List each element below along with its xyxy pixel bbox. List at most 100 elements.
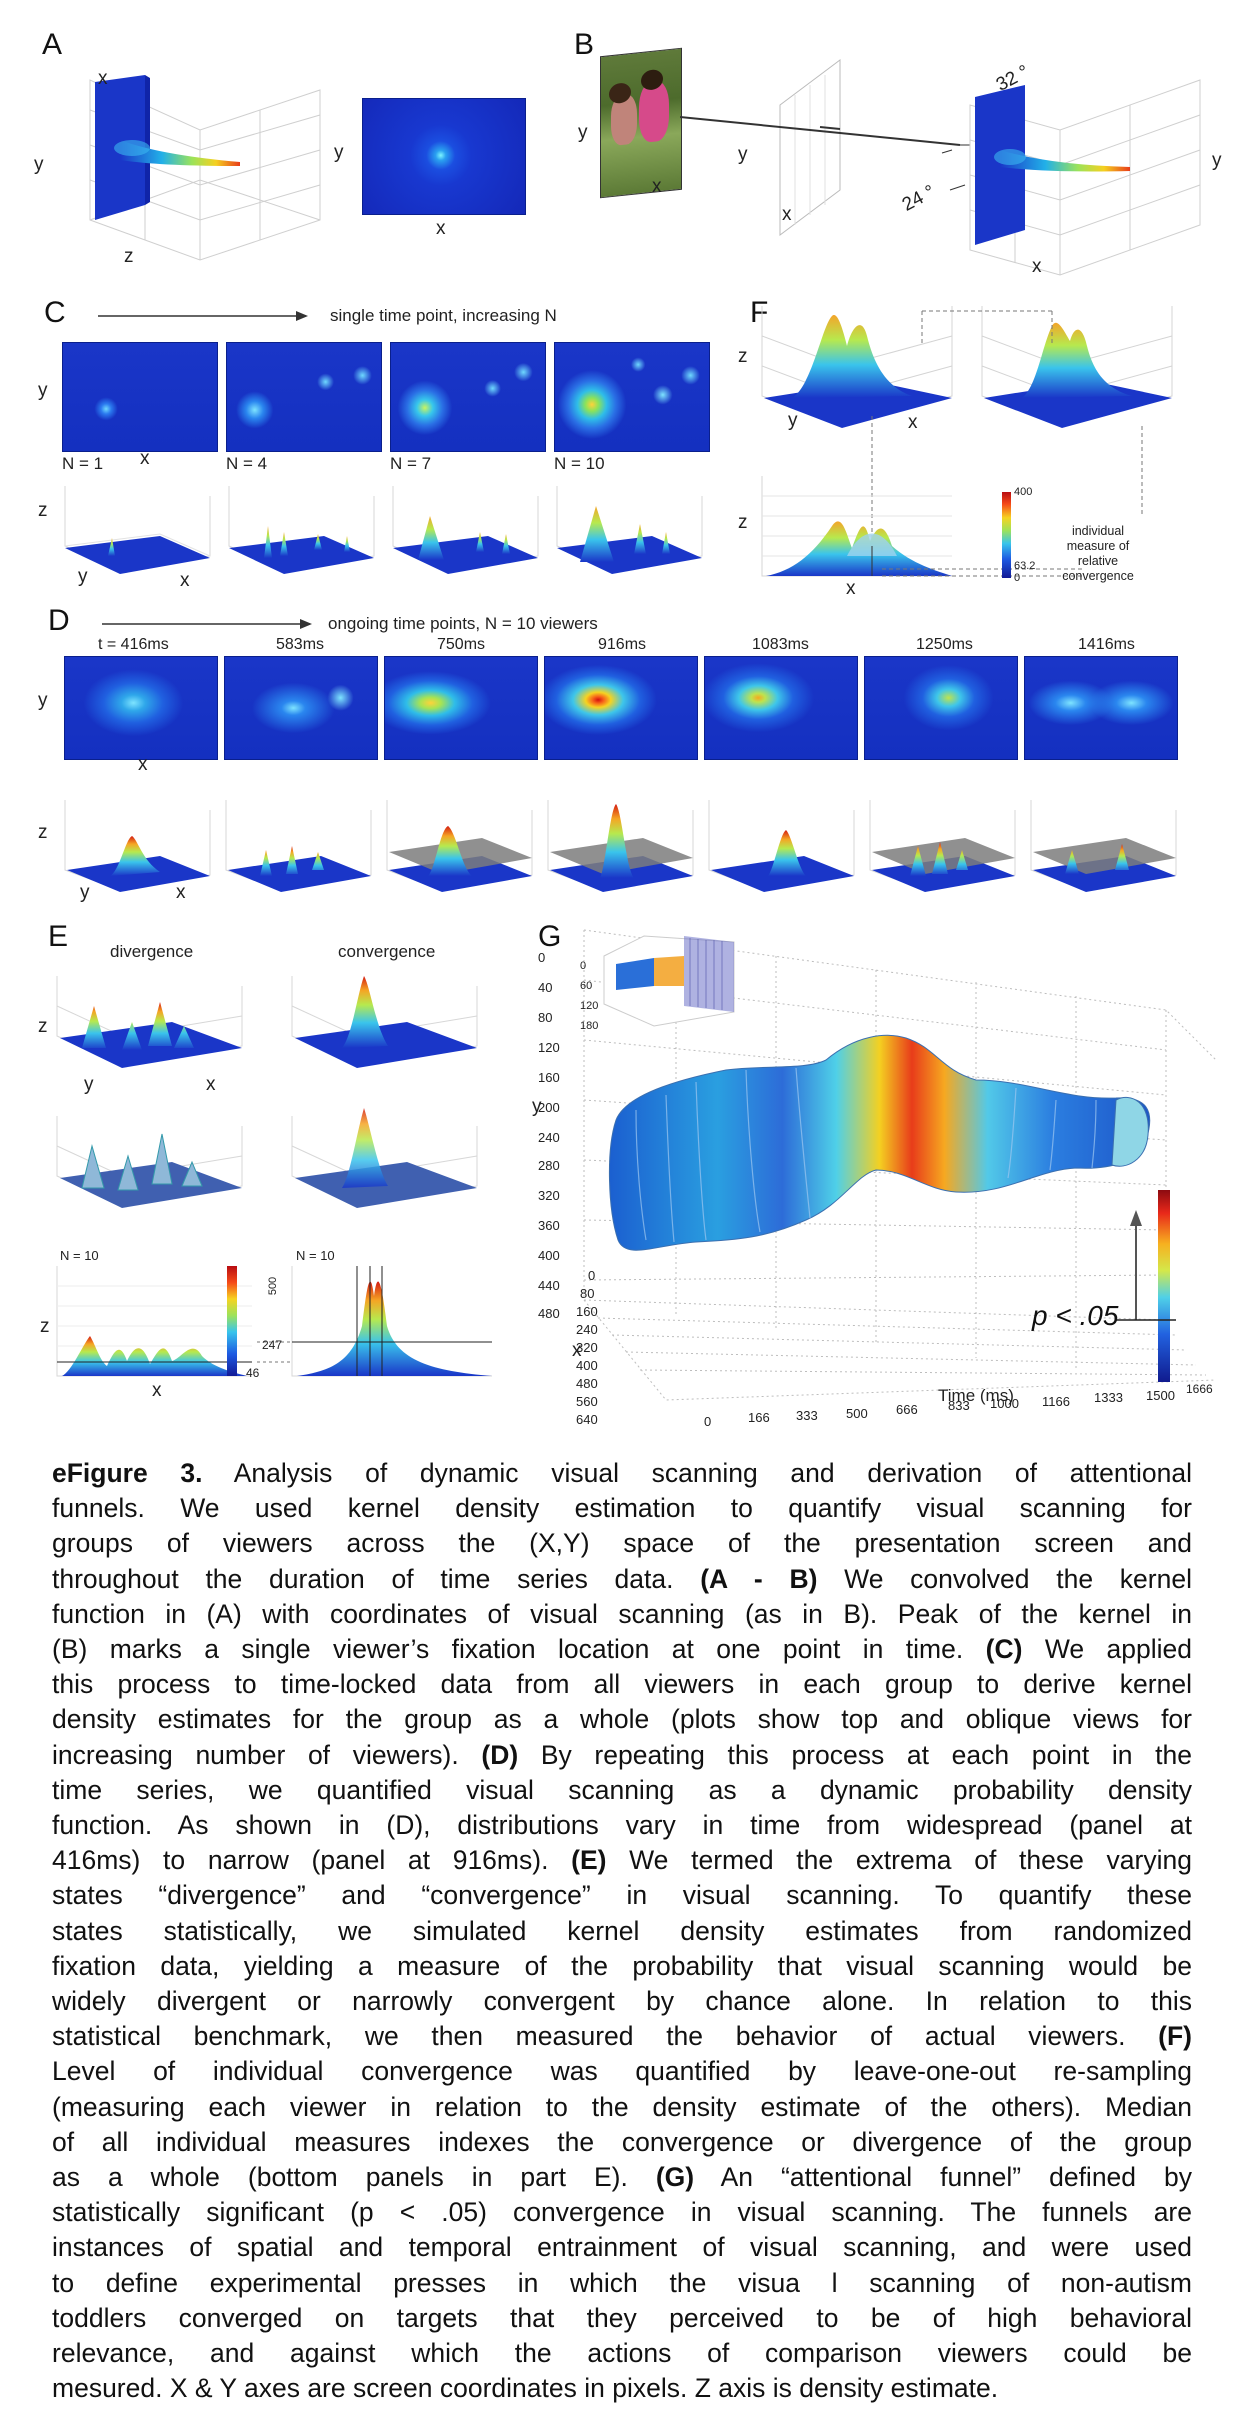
caption-line: statistical benchmark, we then measured … <box>52 2019 1192 2054</box>
panel-e-colorbar-mid: 247 <box>262 1338 283 1352</box>
panel-f-axis-z-low: z <box>738 512 748 533</box>
panel-b-projection <box>680 59 1201 276</box>
caption-segment: widely divergent or narrowly convergent … <box>52 1986 1192 2017</box>
panel-g-time-tick: 0 <box>704 1414 712 1429</box>
caption-segment: time series, we quantified visual scanni… <box>52 1774 1192 1805</box>
caption-line: toddlers converged on targets that they … <box>52 2301 1192 2336</box>
caption-segment: We termed the extrema of these varying <box>606 1845 1192 1876</box>
caption-bold-segment: (D) <box>481 1739 519 1770</box>
caption-bold-segment: (C) <box>985 1634 1023 1665</box>
panel-d-top-view <box>864 656 1018 760</box>
panel-g-x-tick: 80 <box>580 1286 595 1301</box>
panel-d-time-label: 1083ms <box>752 636 809 653</box>
panel-d-time-label: 1250ms <box>916 636 973 653</box>
panel-g-y-tick: 320 <box>538 1188 560 1203</box>
caption-segment: fixation data, yielding a measure of the… <box>52 1950 1192 1981</box>
panel-c-axis-y-low: y <box>78 566 88 587</box>
panel-a-axis-y-2d: y <box>334 142 344 163</box>
panel-b-plane-axis-y: y <box>738 144 748 165</box>
panel-g-x-tick: 160 <box>576 1304 598 1319</box>
panel-g-x-tick: 560 <box>576 1394 598 1409</box>
caption-segment: states “divergence” and “convergence” in… <box>52 1880 1192 1911</box>
panel-d-top-view <box>64 656 218 760</box>
panel-f-colorbar-zero: 0 <box>1014 572 1021 584</box>
caption-line: funnels. We used kernel density estimati… <box>52 1491 1192 1526</box>
panel-g-time-tick: 1333 <box>1094 1390 1123 1405</box>
panel-g-y-tick: 280 <box>538 1158 560 1173</box>
panel-g-y-tick: 360 <box>538 1218 560 1233</box>
panel-f-colorbar-top: 400 <box>1014 486 1033 498</box>
panel-label-d: D <box>48 604 70 637</box>
panel-g-y-tick: 200 <box>538 1100 560 1115</box>
caption-line: (measuring each viewer in relation to th… <box>52 2090 1192 2125</box>
panel-label-a: A <box>42 28 63 61</box>
caption-segment: statistically significant (p < .05) conv… <box>52 2197 1192 2228</box>
panel-c-axis-x-low: x <box>180 570 190 591</box>
panel-d-time-label: 1416ms <box>1078 636 1135 653</box>
panel-a-kernel-3d <box>89 75 321 261</box>
caption-line: this process to time-locked data from al… <box>52 1667 1192 1702</box>
panel-b-kernel-axis-y: y <box>1212 150 1222 171</box>
caption-segment: instances of spatial and temporal entrai… <box>52 2232 1192 2263</box>
panel-g-inset-y-tick: 60 <box>580 980 593 992</box>
caption-segment: We applied <box>1022 1634 1192 1665</box>
panel-g-y-tick: 0 <box>538 950 546 965</box>
panel-g-y-tick: 40 <box>538 980 553 995</box>
caption-segment: An “attentional funnel” defined by <box>694 2162 1192 2193</box>
caption-segment: By repeating this process at each point … <box>518 1739 1192 1770</box>
panel-f-surfaces <box>761 306 1173 577</box>
panel-c-title: single time point, increasing N <box>330 306 557 325</box>
caption-segment: We convolved the kernel <box>817 1563 1192 1594</box>
panel-label-b: B <box>574 28 595 61</box>
panel-g-time-tick: 500 <box>846 1406 868 1421</box>
panel-c-n-label: N = 4 <box>226 454 268 473</box>
panel-c-axis-x: x <box>140 448 150 469</box>
caption-line: instances of spatial and temporal entrai… <box>52 2230 1192 2265</box>
panel-g-y-tick: 240 <box>538 1130 560 1145</box>
panel-d-axis-z: z <box>38 822 48 843</box>
panel-d-arrow <box>102 619 312 629</box>
panel-c-n-label: N = 10 <box>554 454 605 473</box>
panel-b-photo-axis-y: y <box>578 122 588 143</box>
caption-segment: as a whole (bottom panels in part E). <box>52 2162 656 2193</box>
panel-f-axis-z: z <box>738 346 748 367</box>
panel-g-time-tick: 166 <box>748 1410 770 1425</box>
panel-g-colorbar-low: 1666 <box>1186 1382 1213 1396</box>
caption-segment: increasing number of viewers). <box>52 1739 482 1770</box>
panel-g-y-tick: 160 <box>538 1070 560 1085</box>
panel-e-n-right: N = 10 <box>296 1248 335 1263</box>
panel-e-axis-x-low: x <box>152 1380 162 1401</box>
caption-bold-segment: (E) <box>571 1845 607 1876</box>
panel-c-n-label: N = 1 <box>62 454 104 473</box>
panel-d-oblique-row <box>64 800 1177 892</box>
panel-g-time-tick: 666 <box>896 1402 918 1417</box>
panel-g-y-label: y <box>532 1096 542 1117</box>
figure-caption: eFigure 3. Analysis of dynamic visual sc… <box>52 1456 1192 2406</box>
panel-g-y-tick: 440 <box>538 1278 560 1293</box>
figure: A B C D E F G x y z y x y x <box>34 28 1222 1429</box>
caption-line: of all individual measures indexes the c… <box>52 2125 1192 2160</box>
panel-g-x-tick: 0 <box>588 1268 596 1283</box>
panel-c-top-view <box>554 342 710 452</box>
panel-a-axis-y-3d: y <box>34 154 44 175</box>
caption-line: eFigure 3. Analysis of dynamic visual sc… <box>52 1456 1192 1491</box>
panel-e-axis-z: z <box>38 1016 48 1037</box>
panel-g-y-tick: 400 <box>538 1248 560 1263</box>
caption-segment: function in (A) with coordinates of visu… <box>52 1598 1192 1629</box>
panel-a-kernel-top-view <box>362 98 526 215</box>
caption-segment: of all individual measures indexes the c… <box>52 2126 1192 2157</box>
caption-line: (B) marks a single viewer’s fixation loc… <box>52 1632 1192 1667</box>
panel-g-x-label: x <box>572 1340 582 1361</box>
panel-g-p-label: p < .05 <box>1032 1300 1119 1331</box>
caption-segment: this process to time-locked data from al… <box>52 1669 1192 1700</box>
caption-segment: relevance, and against which the actions… <box>52 2338 1192 2369</box>
panel-e-colorbar-top: 500 <box>267 1276 280 1296</box>
panel-g-y-tick: 480 <box>538 1306 560 1321</box>
panel-c-arrow <box>98 311 308 321</box>
caption-segment: Analysis of dynamic visual scanning and … <box>202 1458 1192 1488</box>
panel-d-axis-y-low: y <box>80 882 90 903</box>
panel-g-x-tick: 240 <box>576 1322 598 1337</box>
panel-g-inset-y-tick: 0 <box>580 960 587 972</box>
panel-f-axis-x-low: x <box>846 578 856 599</box>
panel-a-axis-z-3d: z <box>124 246 134 267</box>
